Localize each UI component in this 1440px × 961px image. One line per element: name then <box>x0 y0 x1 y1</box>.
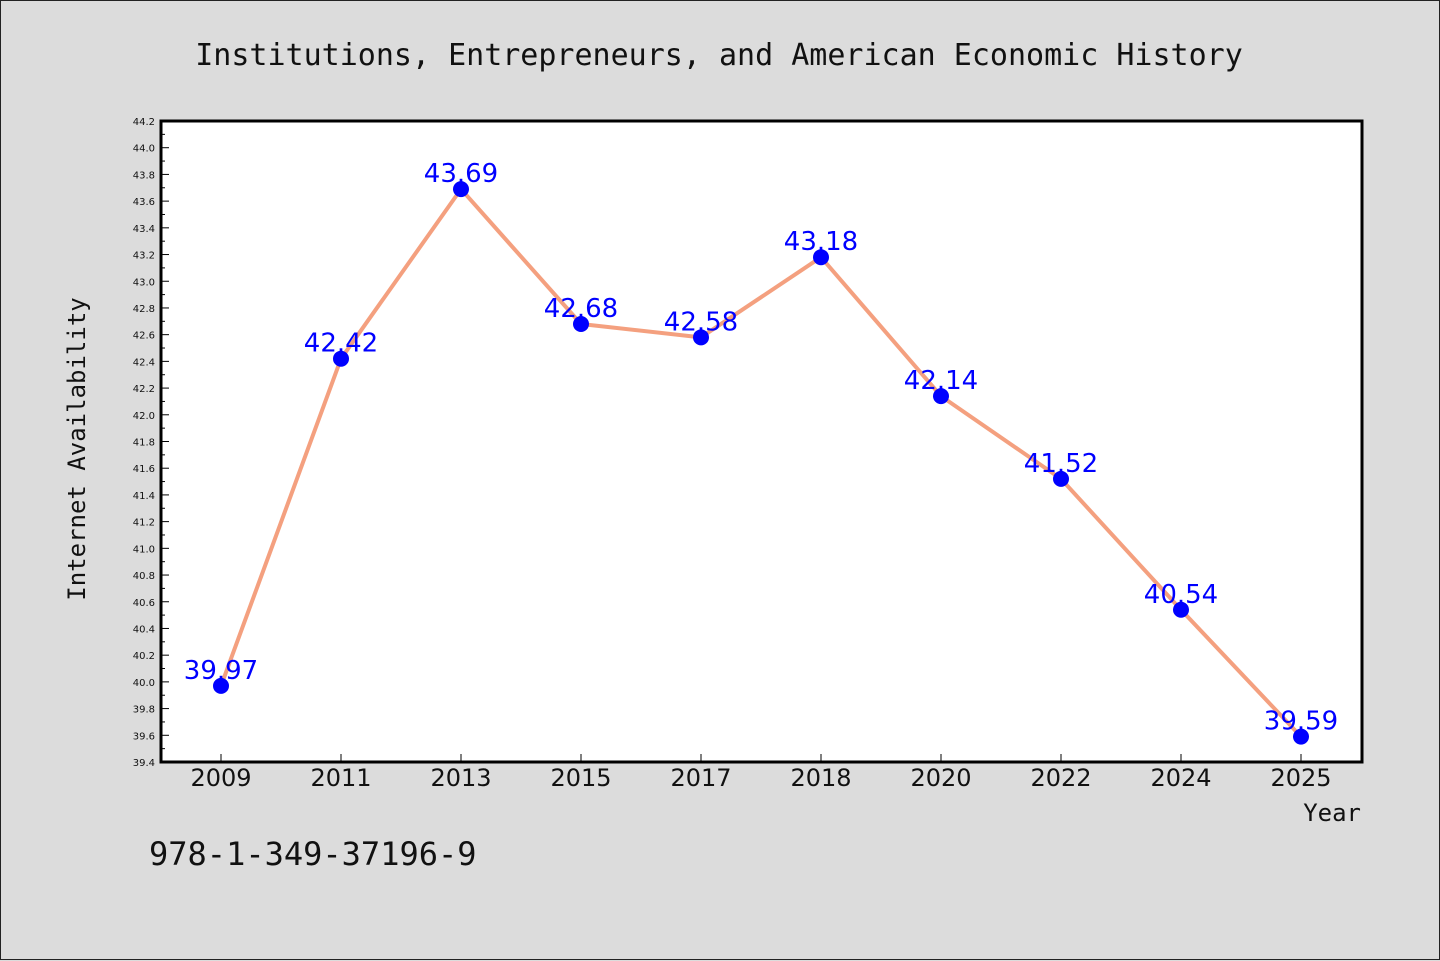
data-label: 42.58 <box>664 307 738 337</box>
y-tick-label: 41.6 <box>133 464 155 475</box>
y-tick-label: 42.8 <box>133 304 155 315</box>
x-tick-label: 2025 <box>1270 764 1331 792</box>
data-label: 43.69 <box>424 159 498 189</box>
y-tick-label: 39.4 <box>133 758 155 769</box>
y-tick-label: 42.6 <box>133 331 155 342</box>
x-tick-label: 2009 <box>190 764 251 792</box>
x-tick-label: 2022 <box>1030 764 1091 792</box>
y-tick-label: 40.4 <box>133 624 155 635</box>
x-tick-label: 2018 <box>790 764 851 792</box>
y-tick-label: 44.2 <box>133 117 155 128</box>
y-tick-label: 43.8 <box>133 170 155 181</box>
series-line <box>219 187 1303 739</box>
x-tick-label: 2011 <box>310 764 371 792</box>
x-tick-label: 2015 <box>550 764 611 792</box>
y-tick-label: 40.6 <box>133 598 155 609</box>
series-layer: 39.97 42.42 43.69 42.68 42.58 43.18 42.14 41.52… <box>184 159 1338 745</box>
y-tick-label: 41.2 <box>133 518 155 529</box>
x-tick-label: 2020 <box>910 764 971 792</box>
y-tick-label: 43.6 <box>133 197 155 208</box>
data-point <box>813 249 829 266</box>
y-tick-label: 41.4 <box>133 491 155 502</box>
x-tick-label: 2017 <box>670 764 731 792</box>
data-point <box>1053 470 1069 487</box>
y-tick-label: 43.4 <box>133 224 155 235</box>
data-point <box>453 181 469 198</box>
y-tick-label: 41.8 <box>133 438 155 449</box>
y-tick-label: 39.8 <box>133 705 155 716</box>
data-label: 42.14 <box>904 366 978 396</box>
data-point <box>213 677 229 694</box>
data-label: 39.59 <box>1264 707 1338 737</box>
data-label: 40.54 <box>1144 580 1218 610</box>
y-axis-label: Internet Availability <box>63 297 91 600</box>
y-tick-label: 43.2 <box>133 251 155 262</box>
data-point <box>1293 728 1309 745</box>
y-tick-label: 40.8 <box>133 571 155 582</box>
x-tick-label: 2013 <box>430 764 491 792</box>
y-tick-label: 42.0 <box>133 411 155 422</box>
data-label: 43.18 <box>784 227 858 257</box>
y-tick-label: 42.2 <box>133 384 155 395</box>
y-tick-label: 44.0 <box>133 144 155 155</box>
data-label: 42.42 <box>304 329 378 359</box>
isbn-label: 978-1-349-37196-9 <box>149 835 477 873</box>
x-axis: 2009 2011 2013 2015 2017 2018 2020 2022 2024 2025 <box>190 754 1332 792</box>
data-label: 42.68 <box>544 294 618 324</box>
data-point <box>573 315 589 332</box>
data-point <box>933 388 949 405</box>
y-tick-label: 40.0 <box>133 678 155 689</box>
data-point <box>693 329 709 346</box>
data-point <box>1173 601 1189 618</box>
x-axis-label: Year <box>1303 799 1361 827</box>
data-label: 41.52 <box>1024 449 1098 479</box>
plot-area <box>159 119 1364 764</box>
data-point <box>333 350 349 367</box>
data-label: 39.97 <box>184 656 258 686</box>
y-tick-label: 40.2 <box>133 651 155 662</box>
y-tick-label: 42.4 <box>133 357 155 368</box>
y-tick-label: 39.6 <box>133 731 155 742</box>
chart-title: Institutions, Entrepreneurs, and America… <box>195 38 1243 73</box>
x-tick-label: 2024 <box>1150 764 1211 792</box>
y-tick-label: 43.0 <box>133 277 155 288</box>
y-axis: 39.4 39.6 39.8 40.0 40.2 40.4 40.6 40.8 41.0 41.2… <box>133 117 169 769</box>
y-tick-label: 41.0 <box>133 544 155 555</box>
